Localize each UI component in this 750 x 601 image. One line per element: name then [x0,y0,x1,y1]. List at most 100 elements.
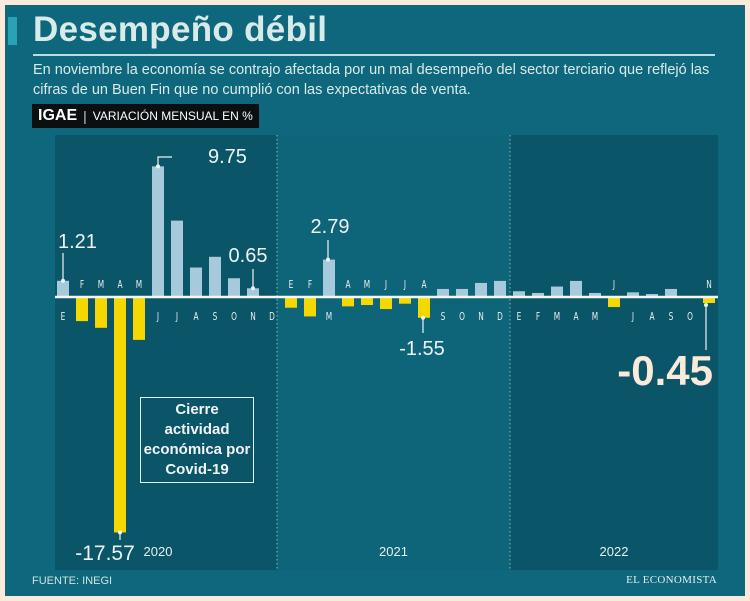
title-accent-bar [8,17,17,45]
brand-logo: EL ECONOMISTA [626,574,717,586]
page-title: Desempeño débil [33,10,328,49]
bar-2020-O [228,278,240,297]
bar-2021-M [361,297,373,306]
bar-2021-N [475,282,487,297]
bar-2022-N [703,297,715,304]
month-label: J [403,279,406,291]
month-label: D [269,311,275,323]
covid-note: Cierre actividad económica por Covid-19 [140,397,254,483]
bar-2021-A [342,297,354,307]
month-label: A [573,311,578,323]
month-label: N [250,311,256,323]
year-panel-2020 [55,135,277,570]
month-label: J [384,279,387,291]
bar-2020-A [190,267,202,297]
indicator-tag: IGAE | VARIACIÓN MENSUAL EN % [32,104,259,128]
annotation-dot [61,278,65,283]
value-label-2020-10: 0.65 [229,245,268,267]
month-label: A [649,311,654,323]
month-label: M [364,279,370,291]
bar-2020-M [133,297,145,340]
annotation-pointer [157,156,172,167]
month-label: J [175,311,178,323]
value-label-2021-2: 2.79 [311,216,350,238]
bar-2021-E [285,297,297,308]
month-label: F [308,279,312,291]
month-label: A [421,279,426,291]
value-label-2022-10: -0.45 [617,347,713,394]
month-label: M [326,311,332,323]
bar-2022-A [570,280,582,297]
month-label: E [517,311,522,323]
title-divider [33,54,715,56]
bar-2020-M [95,297,107,328]
bar-2020-F [76,297,88,322]
bar-2020-N [247,288,259,297]
year-label-2022: 2022 [600,544,629,559]
bar-2022-S [665,288,677,297]
bar-2021-A [418,297,430,318]
month-label: A [193,311,198,323]
month-label: S [441,311,446,323]
year-panel-2022 [510,135,718,570]
bar-2022-M [589,292,601,297]
month-label: M [98,279,104,291]
bar-2021-D [494,280,506,297]
year-label-2020: 2020 [144,544,173,559]
month-label: S [213,311,218,323]
month-label: N [706,279,712,291]
bar-2020-J [171,220,183,297]
month-label: O [231,311,237,323]
month-label: A [117,279,122,291]
annotation-dot [421,315,425,320]
month-label: J [156,311,159,323]
month-label: M [136,279,142,291]
month-label: E [61,311,66,323]
annotation-dot [156,164,160,169]
month-label: O [687,311,693,323]
month-label: F [80,279,84,291]
bar-2021-F [304,297,316,317]
month-label: F [536,311,540,323]
indicator-name: IGAE [38,107,78,124]
month-label: D [497,311,503,323]
month-label: M [554,311,560,323]
month-label: S [669,311,674,323]
bar-2022-F [532,292,544,297]
indicator-unit: VARIACIÓN MENSUAL EN % [92,109,253,123]
month-label: J [631,311,634,323]
bar-2020-A [114,297,126,533]
value-label-2020-0: 1.21 [58,231,97,253]
month-label: J [612,279,615,291]
month-label: E [289,279,294,291]
year-panel-2021 [277,135,510,570]
year-label-2021: 2021 [379,544,408,559]
annotation-dot [118,530,122,535]
month-label: N [478,311,484,323]
value-label-2021-7: -1.55 [399,338,445,360]
annotation-dot [326,257,330,262]
value-label-2020-3: -17.57 [75,542,135,565]
month-label: O [459,311,465,323]
bar-2022-A [646,294,658,297]
bar-2021-J [399,297,411,304]
bar-2022-E [513,291,525,297]
bar-2021-S [437,288,449,297]
indicator-separator: | [83,108,87,124]
bar-2022-J [608,297,620,308]
annotation-dot [704,303,708,307]
bar-2020-E [57,280,69,297]
annotation-dot [251,286,255,291]
source-label: FUENTE: INEGI [32,575,113,587]
subtitle: En noviembre la economía se contrajo afe… [33,62,710,98]
bar-2021-J [380,297,392,310]
bar-2021-M [323,259,335,297]
month-label: M [592,311,598,323]
month-label: A [345,279,350,291]
bar-2020-S [209,256,221,297]
bar-2021-O [456,288,468,297]
bar-2022-M [551,286,563,297]
bar-2022-J [627,292,639,297]
value-label-2020-5: 9.75 [208,146,247,168]
